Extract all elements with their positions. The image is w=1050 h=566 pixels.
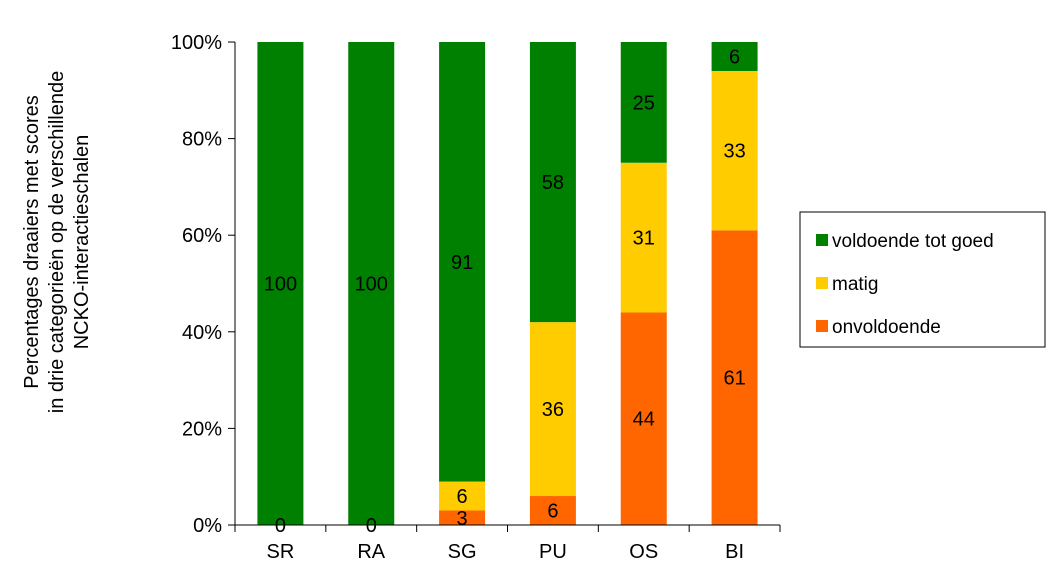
legend-label-matig: matig xyxy=(832,274,878,295)
data-label-bi-voldoende-tot-goed: 6 xyxy=(729,46,740,68)
bars xyxy=(257,42,757,525)
y-tick-label: 20% xyxy=(182,418,222,440)
legend-label-voldoende-tot-goed: voldoende tot goed xyxy=(832,231,994,252)
y-tick-label: 100% xyxy=(171,32,222,54)
y-tick-label: 80% xyxy=(182,129,222,151)
data-label-pu-matig: 36 xyxy=(542,399,564,421)
legend-swatch-matig xyxy=(816,277,828,289)
legend-swatch-onvoldoende xyxy=(816,320,828,332)
legend-swatch-voldoende-tot-goed xyxy=(816,234,828,246)
x-tick-label-pu: PU xyxy=(539,541,567,563)
y-axis-title-line-2: in drie categorieën op de verschillende xyxy=(46,71,68,413)
y-tick-label: 0% xyxy=(193,515,222,537)
data-label-ra-voldoende-tot-goed: 100 xyxy=(355,274,388,296)
x-tick-label-os: OS xyxy=(629,541,658,563)
y-tick-label: 40% xyxy=(182,322,222,344)
data-label-sg-voldoende-tot-goed: 91 xyxy=(451,252,473,274)
data-label-ra-onvoldoende: 0 xyxy=(366,515,377,537)
y-axis-title-line-1: Percentages draaiers met scores xyxy=(21,95,43,388)
data-label-bi-onvoldoende: 61 xyxy=(723,368,745,390)
y-tick-label: 60% xyxy=(182,225,222,247)
data-label-sg-matig: 6 xyxy=(457,486,468,508)
data-label-pu-voldoende-tot-goed: 58 xyxy=(542,172,564,194)
legend: voldoende tot goed matig onvoldoende xyxy=(800,212,1045,347)
y-axis-title-line-3: NCKO-interactieschalen xyxy=(71,135,93,350)
data-label-os-matig: 31 xyxy=(633,228,655,250)
data-label-pu-onvoldoende: 6 xyxy=(547,501,558,523)
x-tick-label-bi: BI xyxy=(725,541,744,563)
data-label-sr-onvoldoende: 0 xyxy=(275,515,286,537)
data-label-sr-voldoende-tot-goed: 100 xyxy=(264,274,297,296)
x-tick-label-sr: SR xyxy=(267,541,295,563)
data-label-sg-onvoldoende: 3 xyxy=(457,508,468,530)
legend-label-onvoldoende: onvoldoende xyxy=(832,317,941,338)
data-label-bi-matig: 33 xyxy=(723,141,745,163)
x-tick-label-sg: SG xyxy=(448,541,477,563)
y-axis-title: Percentages draaiers met scores in drie … xyxy=(21,71,93,413)
data-label-os-onvoldoende: 44 xyxy=(633,409,655,431)
x-tick-label-ra: RA xyxy=(357,541,385,563)
data-label-os-voldoende-tot-goed: 25 xyxy=(633,92,655,114)
